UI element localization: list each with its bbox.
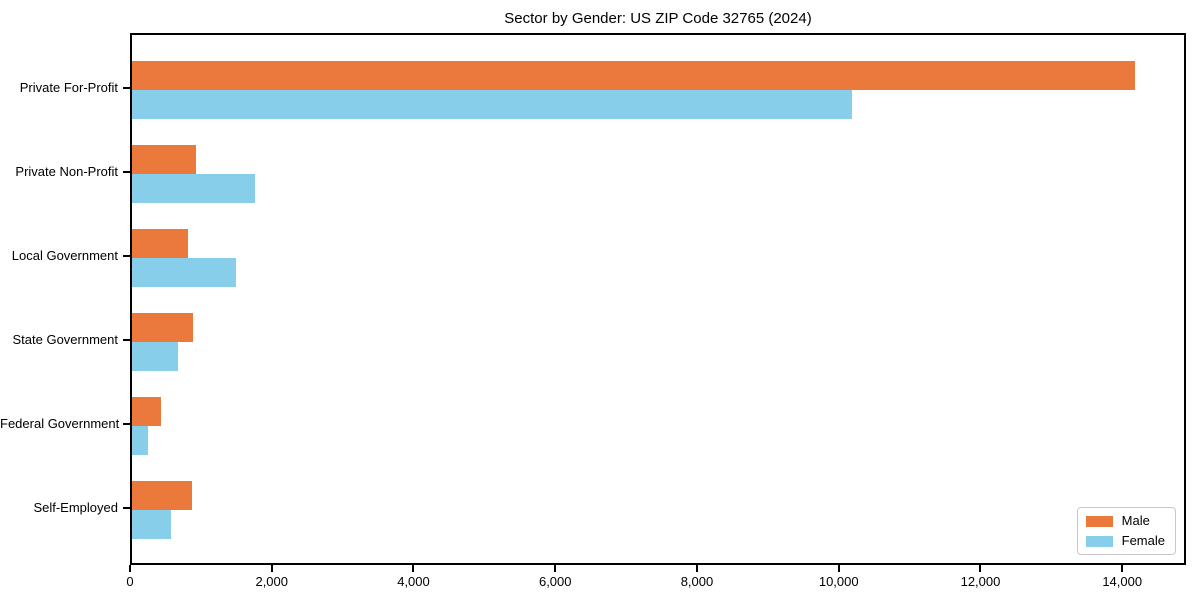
legend-entry-female: Female	[1085, 533, 1165, 548]
y-axis-label: Private For-Profit	[19, 80, 118, 95]
y-axis-label: Private Non-Profit	[15, 164, 118, 179]
y-tick-mark	[123, 507, 130, 509]
x-tick-label: 4,000	[397, 574, 430, 589]
bar-female-private-non-profit	[132, 174, 255, 203]
y-tick-mark	[123, 87, 130, 89]
chart-title: Sector by Gender: US ZIP Code 32765 (202…	[504, 10, 812, 27]
y-tick-mark	[123, 339, 130, 341]
bar-male-private-non-profit	[132, 145, 196, 174]
bar-female-self-employed	[132, 510, 171, 539]
x-tick-label: 12,000	[960, 574, 1001, 589]
y-axis-labels: Private For-Profit Private Non-Profit Loca…	[0, 33, 120, 565]
legend-swatch-female	[1085, 535, 1113, 547]
x-tick-mark	[837, 565, 840, 572]
bar-male-private-for-profit	[132, 61, 1135, 90]
x-tick-label: 14,000	[1102, 574, 1143, 589]
legend-label: Female	[1121, 533, 1165, 548]
x-tick-mark	[554, 565, 557, 572]
bar-female-local-government	[132, 258, 237, 287]
bar-female-federal-government	[132, 426, 149, 455]
legend-entry-male: Male	[1085, 513, 1165, 528]
bar-male-federal-government	[132, 397, 161, 426]
bar-female-private-for-profit	[132, 90, 853, 119]
x-tick-label: 10,000	[818, 574, 859, 589]
x-tick-label: 2,000	[255, 574, 289, 589]
y-tick-mark	[123, 423, 130, 425]
y-axis-label: Federal Government	[0, 416, 120, 431]
legend-label: Male	[1121, 513, 1150, 528]
x-tick-label: 0	[126, 574, 134, 589]
plot-area: Male Female	[130, 33, 1186, 565]
bar-male-local-government	[132, 229, 189, 258]
x-tick-label: 8,000	[680, 574, 714, 589]
bar-male-state-government	[132, 313, 194, 342]
x-tick-mark	[129, 565, 131, 572]
y-axis-label: Self-Employed	[33, 500, 118, 515]
y-axis-label: State Government	[12, 332, 119, 347]
x-tick-mark	[1121, 565, 1124, 572]
x-tick-label: 6,000	[538, 574, 572, 589]
y-tick-mark	[123, 171, 130, 173]
x-tick-mark	[412, 565, 415, 572]
x-tick-mark	[270, 565, 273, 572]
legend: Male Female	[1076, 507, 1176, 555]
bar-male-self-employed	[132, 481, 192, 510]
legend-swatch-male	[1085, 515, 1113, 527]
bar-female-state-government	[132, 342, 178, 371]
y-tick-mark	[123, 255, 130, 257]
x-tick-mark	[695, 565, 698, 572]
y-axis-label: Local Government	[11, 248, 118, 263]
x-tick-mark	[979, 565, 982, 572]
